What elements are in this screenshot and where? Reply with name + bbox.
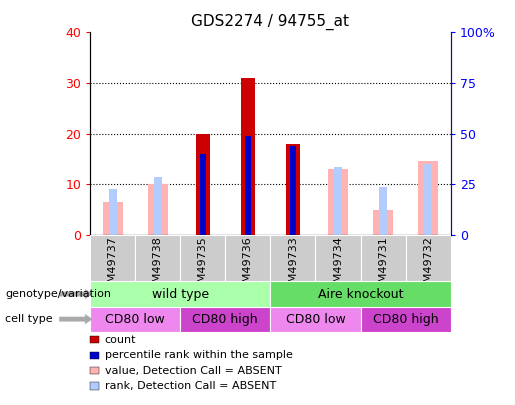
Bar: [90, 235, 135, 281]
Text: CD80 high: CD80 high: [193, 313, 258, 326]
Bar: [286, 144, 300, 235]
Bar: [90, 307, 180, 332]
Bar: [241, 78, 254, 235]
Text: value, Detection Call = ABSENT: value, Detection Call = ABSENT: [105, 366, 281, 375]
Text: wild type: wild type: [152, 288, 209, 301]
Text: GSM49737: GSM49737: [108, 236, 117, 297]
Bar: [200, 154, 205, 235]
Text: GSM49731: GSM49731: [378, 236, 388, 297]
Text: Aire knockout: Aire knockout: [318, 288, 403, 301]
Bar: [270, 235, 315, 281]
Bar: [102, 202, 123, 235]
Bar: [334, 166, 342, 235]
Title: GDS2274 / 94755_at: GDS2274 / 94755_at: [192, 13, 349, 30]
Bar: [328, 169, 348, 235]
Bar: [90, 281, 270, 307]
Bar: [290, 146, 296, 235]
Bar: [196, 134, 210, 235]
Text: cell type: cell type: [5, 314, 53, 324]
Text: genotype/variation: genotype/variation: [5, 289, 111, 299]
Text: CD80 low: CD80 low: [105, 313, 165, 326]
Bar: [315, 235, 360, 281]
Bar: [373, 210, 393, 235]
Bar: [270, 307, 360, 332]
Bar: [360, 307, 451, 332]
Bar: [135, 235, 180, 281]
Text: GSM49736: GSM49736: [243, 236, 253, 297]
Bar: [270, 281, 451, 307]
Bar: [109, 190, 117, 235]
Text: percentile rank within the sample: percentile rank within the sample: [105, 350, 293, 360]
Bar: [180, 235, 226, 281]
Text: GSM49733: GSM49733: [288, 236, 298, 297]
Text: CD80 low: CD80 low: [285, 313, 346, 326]
Bar: [360, 235, 406, 281]
Text: rank, Detection Call = ABSENT: rank, Detection Call = ABSENT: [105, 381, 276, 391]
Bar: [424, 164, 432, 235]
Text: GSM49732: GSM49732: [423, 236, 433, 297]
Text: CD80 high: CD80 high: [373, 313, 438, 326]
Bar: [379, 187, 387, 235]
Bar: [153, 177, 162, 235]
Bar: [148, 184, 168, 235]
Bar: [245, 136, 251, 235]
Text: count: count: [105, 335, 136, 345]
Bar: [406, 235, 451, 281]
Text: GSM49738: GSM49738: [153, 236, 163, 297]
Text: GSM49734: GSM49734: [333, 236, 343, 297]
Bar: [180, 307, 270, 332]
Text: GSM49735: GSM49735: [198, 236, 208, 297]
Bar: [418, 162, 438, 235]
Bar: [226, 235, 270, 281]
